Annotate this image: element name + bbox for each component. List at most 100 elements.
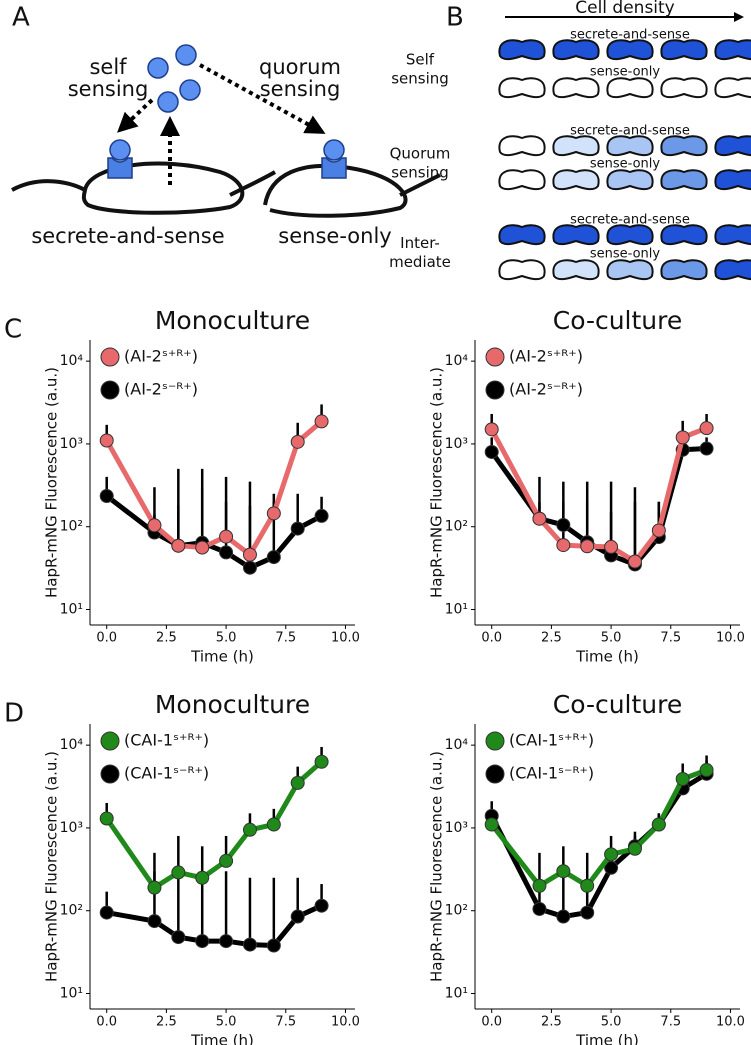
panel-b: B Cell density Selfsensingsecrete-and-se… <box>389 0 751 281</box>
cell <box>714 39 751 61</box>
legend-marker <box>100 380 120 400</box>
cell <box>552 169 600 191</box>
cell <box>606 135 654 157</box>
cell <box>552 135 600 157</box>
row-label: mediate <box>389 253 451 271</box>
series-line <box>489 425 708 565</box>
point <box>219 529 234 544</box>
y-tick-label: 10¹ <box>60 986 83 1002</box>
point <box>171 930 186 945</box>
point <box>675 430 690 445</box>
y-tick-label: 10² <box>445 519 468 535</box>
legend-label: (CAI-1ˢ⁻ᴿ⁺) <box>509 764 594 783</box>
point <box>651 523 666 538</box>
y-axis-label: HapR-mNG Fluorescence (a.u.) <box>428 751 446 982</box>
legend-label: (CAI-1ˢ⁺ᴿ⁺) <box>509 731 594 750</box>
y-tick-label: 10³ <box>60 820 83 836</box>
y-tick-label: 10⁴ <box>60 353 84 369</box>
label: sensing <box>68 77 149 101</box>
point <box>699 441 714 456</box>
legend-marker <box>485 347 505 367</box>
row-caption: sense-only <box>590 247 661 262</box>
row-label: Inter- <box>400 234 440 252</box>
label: secrete-and-sense <box>31 224 224 248</box>
y-tick-label: 10³ <box>60 436 83 452</box>
point <box>242 937 257 952</box>
point <box>171 538 186 553</box>
panel-letter: B <box>446 3 464 33</box>
chart-title: Monoculture <box>155 306 310 335</box>
point <box>484 444 499 459</box>
point <box>580 539 595 554</box>
point <box>627 554 642 569</box>
x-tick-label: 5.0 <box>216 1015 237 1030</box>
point <box>219 853 234 868</box>
cell <box>660 259 708 281</box>
cell <box>498 135 546 157</box>
point <box>556 517 571 532</box>
point <box>266 938 281 953</box>
cell <box>552 224 600 246</box>
point <box>99 905 114 920</box>
chart-title: Co-culture <box>553 306 683 335</box>
cell <box>606 224 654 246</box>
x-tick-label: 0.0 <box>481 631 502 646</box>
y-axis-label: HapR-mNG Fluorescence (a.u.) <box>428 367 446 598</box>
row-caption: secrete-and-sense <box>570 124 690 139</box>
series-line <box>105 494 323 571</box>
chart: Co-culture HapR-mNG Fluorescence (a.u.) Ti… <box>428 306 745 666</box>
row-caption: secrete-and-sense <box>570 28 690 43</box>
cell <box>606 259 654 281</box>
point <box>242 822 257 837</box>
point <box>99 811 114 826</box>
row-caption: sense-only <box>590 157 661 172</box>
row-label: Self <box>406 51 435 69</box>
axis-label: Cell density <box>575 0 675 18</box>
point <box>604 847 619 862</box>
x-tick-label: 7.5 <box>275 1015 296 1030</box>
chart: C Monoculture HapR-mNG Fluorescence (a.u.)… <box>4 306 360 666</box>
cells <box>11 161 441 218</box>
point <box>556 538 571 553</box>
point <box>195 934 210 949</box>
x-tick-label: 5.0 <box>601 1015 622 1030</box>
y-axis-label: HapR-mNG Fluorescence (a.u.) <box>43 367 61 598</box>
point <box>580 905 595 920</box>
point <box>314 754 329 769</box>
cell <box>660 224 708 246</box>
point <box>242 560 257 575</box>
cell <box>498 39 546 61</box>
x-axis-label: Time (h) <box>190 648 254 666</box>
legend-label: (CAI-1ˢ⁺ᴿ⁺) <box>124 731 209 750</box>
legend-label: (AI-2ˢ⁻ᴿ⁺) <box>124 380 198 399</box>
y-tick-label: 10⁴ <box>60 737 84 753</box>
cell <box>498 259 546 281</box>
receptors <box>107 157 347 179</box>
panel-letter: C <box>4 315 22 345</box>
panel-letter: D <box>4 699 24 729</box>
legend-marker <box>100 347 120 367</box>
point <box>147 880 162 895</box>
point <box>147 914 162 929</box>
row-caption: secrete-and-sense <box>570 213 690 228</box>
y-tick-label: 10² <box>60 903 83 919</box>
point <box>699 763 714 778</box>
y-tick-label: 10¹ <box>445 986 468 1002</box>
chart: D Monoculture HapR-mNG Fluorescence (a.u.)… <box>4 690 360 1045</box>
point <box>651 817 666 832</box>
cell <box>552 77 600 99</box>
point <box>99 433 114 448</box>
point <box>484 817 499 832</box>
point <box>219 934 234 949</box>
x-tick-label: 10.0 <box>331 631 360 646</box>
cell <box>660 39 708 61</box>
cell <box>714 224 751 246</box>
series-line <box>106 903 323 949</box>
x-axis-label: Time (h) <box>575 648 639 666</box>
point <box>604 539 619 554</box>
chart-title: Monoculture <box>155 690 310 719</box>
x-tick-label: 5.0 <box>601 631 622 646</box>
x-tick-label: 10.0 <box>716 1015 745 1030</box>
point <box>556 864 571 879</box>
panel-a: A self sensing quorum sensing secrete-an… <box>11 3 441 248</box>
